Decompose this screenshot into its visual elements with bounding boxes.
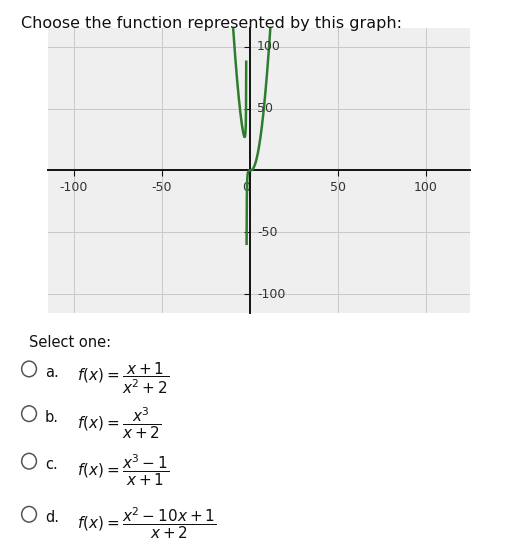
Text: d.: d. [45, 510, 59, 525]
Text: b.: b. [45, 410, 59, 425]
Text: $f(x) = \dfrac{x^3}{x+2}$: $f(x) = \dfrac{x^3}{x+2}$ [77, 405, 161, 440]
Text: Select one:: Select one: [29, 335, 111, 350]
Text: $f(x) = \dfrac{x+1}{x^2+2}$: $f(x) = \dfrac{x+1}{x^2+2}$ [77, 361, 169, 396]
Text: -50: -50 [257, 226, 277, 239]
Text: 50: 50 [257, 102, 273, 115]
Text: a.: a. [45, 365, 59, 380]
Text: c.: c. [45, 457, 58, 472]
Text: $f(x) = \dfrac{x^3-1}{x+1}$: $f(x) = \dfrac{x^3-1}{x+1}$ [77, 453, 169, 488]
Text: $f(x) = \dfrac{x^2-10x+1}{x+2}$: $f(x) = \dfrac{x^2-10x+1}{x+2}$ [77, 506, 216, 541]
Text: -100: -100 [257, 288, 285, 301]
Text: 100: 100 [257, 40, 281, 53]
Text: Choose the function represented by this graph:: Choose the function represented by this … [21, 16, 402, 31]
